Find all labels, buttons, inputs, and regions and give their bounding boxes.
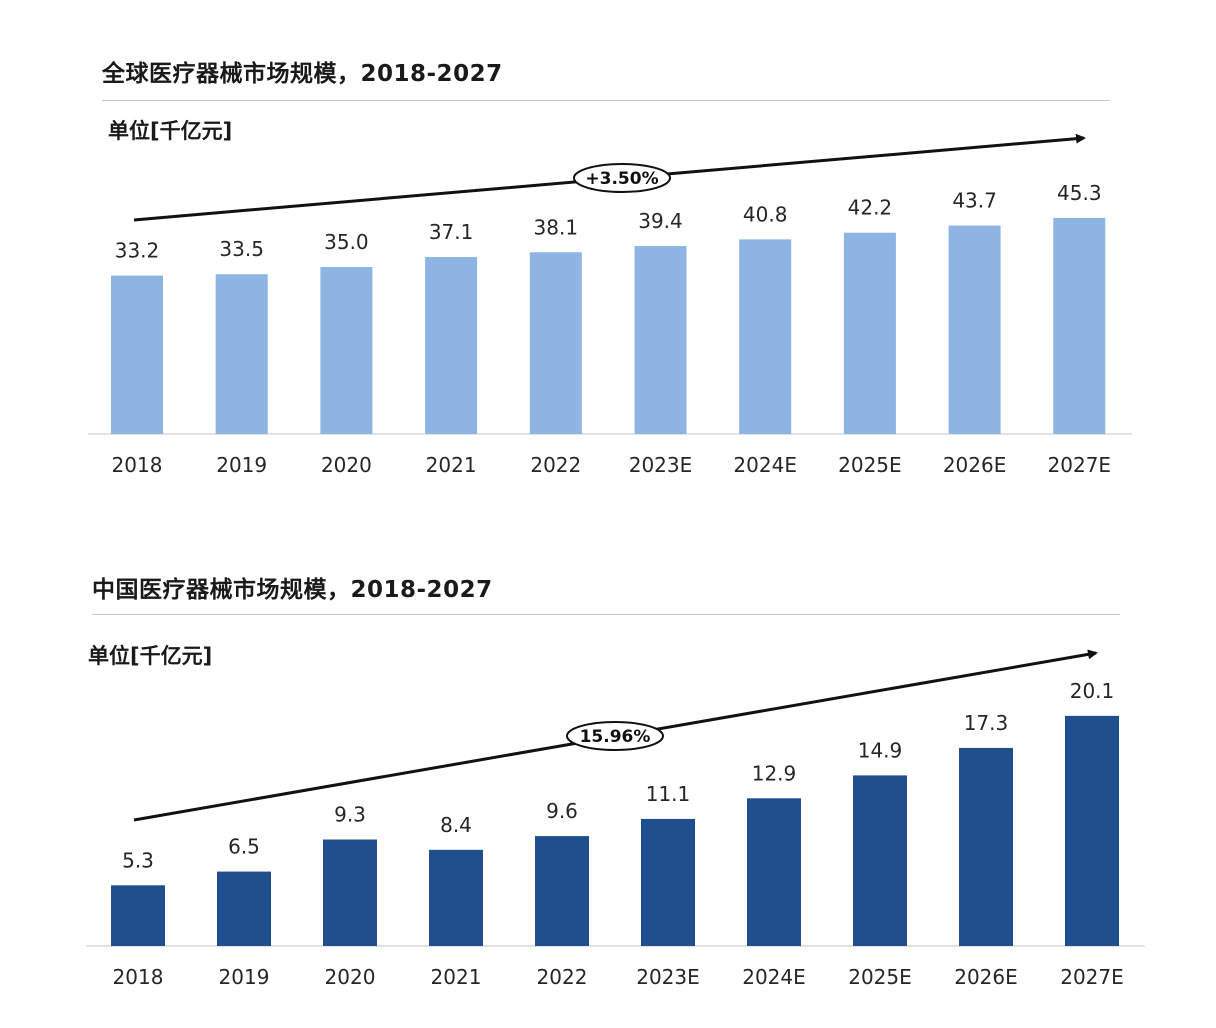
- chart-title: 全球医疗器械市场规模，2018-2027: [102, 61, 503, 87]
- bar-2019: [215, 274, 268, 434]
- x-tick-label-2025E: 2025E: [838, 453, 902, 477]
- value-label-2019: 33.5: [219, 237, 264, 261]
- value-label-2024E: 40.8: [743, 202, 788, 226]
- bar-2022: [529, 252, 582, 434]
- bar-2025E: [853, 775, 907, 946]
- cagr-badge: [566, 721, 664, 751]
- cagr-badge: [573, 163, 671, 193]
- x-tick-label-2022: 2022: [530, 453, 581, 477]
- bar-2020: [320, 267, 373, 434]
- value-label-2027E: 20.1: [1070, 679, 1115, 703]
- x-tick-label-2021: 2021: [431, 965, 482, 989]
- x-tick-label-2018: 2018: [113, 965, 164, 989]
- global-market-chart: 全球医疗器械市场规模，2018-2027 单位[千亿元] 33.2 2018 33.…: [0, 0, 1216, 500]
- x-tick-label-2027E: 2027E: [1048, 453, 1112, 477]
- x-tick-label-2018: 2018: [112, 453, 163, 477]
- bar-2018: [111, 885, 165, 946]
- bar-2019: [217, 871, 271, 946]
- value-label-2020: 9.3: [334, 803, 366, 827]
- value-label-2022: 38.1: [534, 215, 579, 239]
- x-tick-label-2023E: 2023E: [636, 965, 700, 989]
- value-label-2021: 8.4: [440, 813, 472, 837]
- x-tick-label-2022: 2022: [537, 965, 588, 989]
- x-tick-label-2025E: 2025E: [848, 965, 912, 989]
- bar-2022: [535, 836, 589, 946]
- value-label-2025E: 14.9: [858, 738, 903, 762]
- x-tick-label-2024E: 2024E: [742, 965, 806, 989]
- value-label-2023E: 11.1: [646, 782, 691, 806]
- bar-2023E: [634, 246, 687, 434]
- value-label-2019: 6.5: [228, 835, 260, 859]
- value-label-2021: 37.1: [429, 220, 474, 244]
- value-label-2027E: 45.3: [1057, 181, 1102, 205]
- bar-2021: [429, 849, 483, 946]
- value-label-2023E: 39.4: [638, 209, 683, 233]
- value-label-2026E: 17.3: [964, 711, 1009, 735]
- unit-label: 单位[千亿元]: [88, 644, 213, 668]
- x-tick-label-2026E: 2026E: [943, 453, 1007, 477]
- title-divider: [92, 614, 1120, 615]
- cagr-label: 15.96%: [580, 727, 651, 747]
- chart-title: 中国医疗器械市场规模，2018-2027: [92, 577, 493, 603]
- unit-label: 单位[千亿元]: [108, 119, 233, 143]
- bar-plot: 33.2 2018 33.5 2019 35.0 2020 37.1 2021 38.1 2022…: [88, 133, 1132, 477]
- bar-2021: [425, 257, 478, 434]
- x-tick-label-2019: 2019: [216, 453, 267, 477]
- title-divider: [102, 100, 1110, 101]
- bar-2026E: [948, 225, 1001, 434]
- bar-plot: 5.3 2018 6.5 2019 9.3 2020 8.4 2021 9.6 2022 11.1 2…: [86, 649, 1145, 989]
- x-tick-label-2019: 2019: [219, 965, 270, 989]
- bar-2024E: [739, 239, 792, 434]
- value-label-2018: 5.3: [122, 848, 154, 872]
- x-tick-label-2027E: 2027E: [1060, 965, 1124, 989]
- x-tick-label-2024E: 2024E: [733, 453, 797, 477]
- bar-2026E: [959, 747, 1013, 946]
- x-tick-label-2021: 2021: [426, 453, 477, 477]
- bar-2025E: [843, 232, 896, 434]
- value-label-2025E: 42.2: [848, 196, 893, 220]
- x-tick-label-2020: 2020: [321, 453, 372, 477]
- value-label-2020: 35.0: [324, 230, 369, 254]
- bar-2027E: [1053, 217, 1106, 434]
- value-label-2024E: 12.9: [752, 761, 797, 785]
- value-label-2022: 9.6: [546, 799, 578, 823]
- bar-2020: [323, 839, 377, 946]
- bar-2027E: [1065, 715, 1119, 946]
- bar-2024E: [747, 798, 801, 946]
- bar-2018: [111, 275, 163, 434]
- x-tick-label-2020: 2020: [325, 965, 376, 989]
- value-label-2026E: 43.7: [952, 189, 997, 213]
- china-market-chart: 中国医疗器械市场规模，2018-2027 单位[千亿元] 5.3 2018 6.5 2…: [0, 520, 1216, 1028]
- value-label-2018: 33.2: [115, 239, 160, 263]
- x-tick-label-2023E: 2023E: [629, 453, 693, 477]
- cagr-label: +3.50%: [585, 169, 658, 189]
- x-tick-label-2026E: 2026E: [954, 965, 1018, 989]
- bar-2023E: [641, 818, 695, 946]
